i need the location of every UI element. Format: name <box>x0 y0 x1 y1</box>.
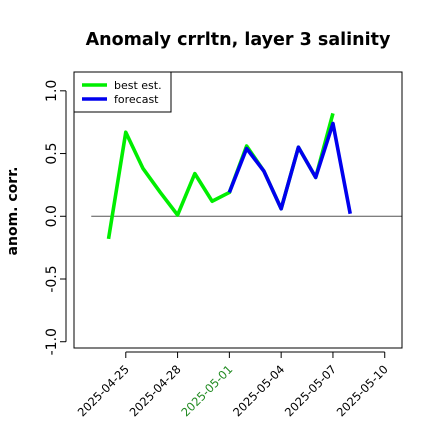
x-tick-label: 2025-05-01 <box>178 362 235 419</box>
x-tick-label: 2025-04-25 <box>75 362 132 419</box>
x-tick-label: 2025-04-28 <box>127 362 184 419</box>
chart-title: Anomaly crrltn, layer 3 salinity <box>86 30 391 50</box>
legend-box <box>73 71 172 113</box>
y-tick-label: -0.5 <box>44 265 60 292</box>
x-tick-label: 2025-05-10 <box>334 362 391 419</box>
plot-frame <box>73 71 403 349</box>
legend-label-forecast: forecast <box>114 93 159 106</box>
series-line-forecast <box>227 121 352 215</box>
y-tick-label: 1.0 <box>44 80 60 102</box>
y-tick-label: -1.0 <box>44 328 60 355</box>
series-line-best-est <box>106 112 335 240</box>
series-lines <box>106 112 352 240</box>
y-axis-label: anom. corr. <box>5 167 21 256</box>
y-tick-label: 0.5 <box>44 142 60 164</box>
axes: -1.0-0.50.00.51.02025-04-252025-04-28202… <box>44 80 391 420</box>
y-tick-label: 0.0 <box>44 205 60 227</box>
legend-label-best-est: best est. <box>114 79 162 92</box>
x-tick-label: 2025-05-07 <box>282 362 339 419</box>
x-tick-label: 2025-05-04 <box>230 362 287 419</box>
legend: best est.forecast <box>73 71 172 113</box>
